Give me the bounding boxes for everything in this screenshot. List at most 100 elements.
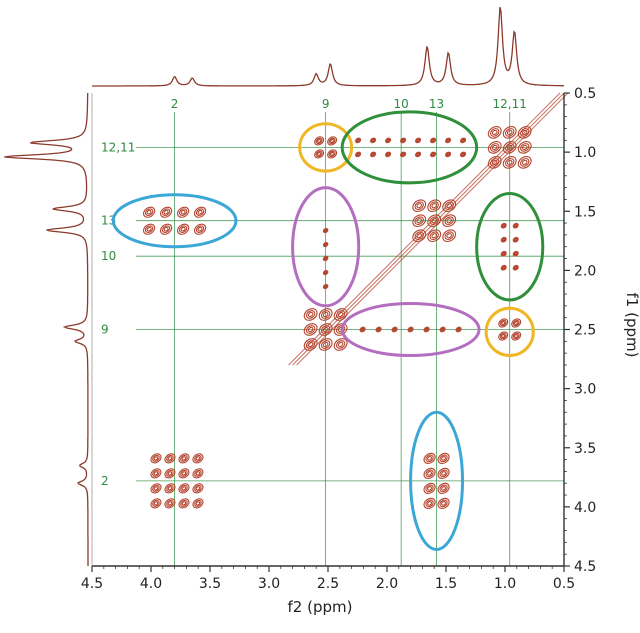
diagonal-peak	[517, 141, 532, 154]
cross-peak	[439, 499, 448, 508]
x-tick-label: 4.0	[140, 576, 162, 592]
left-projection-trace	[4, 93, 89, 566]
diagonal-peak	[335, 340, 346, 349]
cross-peak	[371, 153, 375, 156]
cross-peak	[437, 482, 450, 494]
cross-peak	[514, 224, 518, 228]
diagonal-peak	[192, 483, 204, 494]
diagonal-peak	[446, 218, 452, 224]
cross-peak	[180, 209, 186, 215]
cross-peak	[445, 138, 451, 143]
x-tick-label: 1.5	[435, 576, 457, 592]
cross-peak	[386, 139, 390, 142]
highlight-ellipse-gold	[484, 306, 535, 358]
diagonal-peak	[194, 484, 202, 492]
cross-peak	[423, 452, 436, 464]
diagonal-peak	[491, 129, 498, 135]
cross-peak	[327, 136, 338, 146]
diagonal-peak	[150, 498, 162, 509]
cross-peak	[416, 153, 420, 156]
diagonal-peak	[506, 129, 513, 135]
cross-peak	[446, 153, 450, 156]
cross-peak	[377, 328, 381, 331]
cross-peak	[423, 467, 436, 479]
cross-peak	[500, 236, 507, 243]
cross-peak	[430, 152, 436, 157]
cross-peak	[431, 139, 435, 142]
diagonal-peak	[521, 159, 528, 165]
cross-peak	[430, 137, 437, 144]
diagonal-peak	[192, 453, 204, 464]
diagonal-peak	[429, 231, 439, 241]
highlight-ellipse-blue	[111, 193, 238, 249]
y-tick-label: 4.5	[574, 559, 596, 575]
diagonal-peak	[487, 156, 502, 169]
diagonal-peak	[431, 233, 437, 239]
cross-peak	[445, 152, 451, 157]
cross-peak	[163, 226, 169, 232]
cross-peak	[315, 137, 323, 145]
diagonal-peak	[305, 325, 316, 334]
side-peak-label: 12,11	[101, 140, 135, 154]
cross-peak	[391, 326, 398, 333]
cross-peak	[322, 241, 329, 248]
diagonal-peak	[427, 229, 442, 243]
diagonal-peak	[195, 486, 201, 491]
diagonal-peak	[502, 126, 517, 139]
diagonal-peak	[164, 498, 176, 509]
diagonal-peak	[195, 471, 201, 476]
y-tick-label: 0.5	[574, 86, 596, 102]
cross-peak	[423, 497, 436, 509]
x-tick-label: 1.0	[494, 576, 516, 592]
diagonal-peak	[320, 310, 331, 319]
diagonal-peak	[167, 501, 173, 506]
diagonal-peak	[181, 471, 187, 476]
diagonal-peak	[442, 229, 457, 243]
diagonal-peak	[414, 201, 424, 211]
cross-peak	[461, 139, 465, 142]
diagonal-peak	[416, 218, 422, 224]
cross-peak	[512, 222, 519, 229]
diagonal-peak	[412, 199, 427, 213]
axis-labels: f2 (ppm) f1 (ppm)	[288, 293, 640, 616]
cross-peak	[514, 252, 518, 256]
cross-peak	[511, 318, 522, 328]
cross-peak	[176, 223, 190, 235]
cross-peak	[327, 149, 338, 159]
contour-peaks	[142, 92, 569, 509]
cross-peak	[355, 138, 361, 143]
highlight-ellipse-magenta	[291, 186, 361, 308]
cross-peak	[400, 152, 406, 157]
diagonal-peak	[318, 308, 333, 321]
cross-peak	[502, 238, 506, 242]
diagonal-peak	[194, 499, 202, 507]
diagonal-peak	[180, 484, 188, 492]
cross-peak	[408, 327, 413, 332]
y-tick-label: 1.5	[574, 204, 596, 220]
cross-peak	[356, 153, 360, 156]
cross-peak	[498, 318, 509, 328]
diagonal-peak	[166, 484, 174, 492]
diagonal-peak	[431, 203, 437, 209]
diagonal-peak	[164, 453, 176, 464]
diagonal-peak	[180, 454, 188, 462]
cross-peak	[512, 250, 519, 257]
cross-peak	[460, 152, 466, 157]
cross-peak	[385, 152, 391, 157]
cross-peak	[416, 139, 420, 142]
cross-peak	[514, 238, 518, 242]
diagonal-peak	[181, 456, 187, 461]
cross-peak	[500, 250, 507, 257]
y-axis-title: f1 (ppm)	[623, 293, 640, 358]
diagonal-peak	[520, 158, 530, 167]
diagonal-peak	[414, 216, 424, 226]
diagonal-peak	[502, 156, 517, 169]
cross-peak	[370, 151, 377, 158]
diagonal-peak	[506, 159, 513, 165]
cross-peak	[499, 332, 507, 340]
diagonal-peak	[150, 483, 162, 494]
diagonal-peak	[490, 128, 500, 137]
diagonal-peak	[303, 323, 318, 336]
diagonal-peak	[167, 486, 173, 491]
cross-peak	[144, 225, 154, 234]
